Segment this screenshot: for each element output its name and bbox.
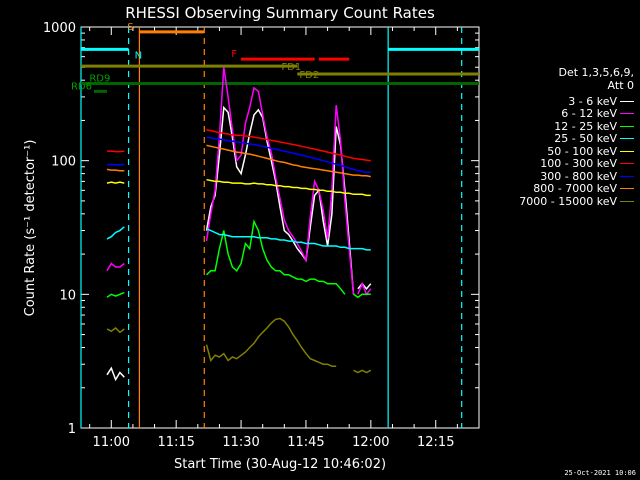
series-line	[106, 291, 125, 298]
render-date: 25-Oct-2021 10:06	[564, 469, 636, 477]
legend-entry: 7000 - 15000 keV	[482, 195, 634, 208]
legend-entry-label: 7000 - 15000 keV	[519, 194, 617, 208]
x-tick-label: 12:00	[352, 435, 389, 450]
series-line	[353, 369, 372, 374]
legend-swatch	[620, 163, 634, 165]
series-line	[357, 282, 372, 290]
y-tick-label: 100	[51, 155, 76, 170]
legend: Det 1,3,5,6,9, Att 0 3 - 6 keV 6 - 12 keV…	[482, 66, 634, 208]
series-line	[106, 327, 125, 334]
series-line	[106, 262, 125, 272]
series-line	[205, 67, 355, 295]
x-tick-label: 11:30	[222, 435, 259, 450]
legend-swatch	[620, 188, 634, 190]
series-line	[206, 136, 371, 173]
legend-entry-label: 100 - 300 keV	[540, 157, 617, 171]
legend-swatch	[620, 138, 634, 140]
series-line	[206, 129, 371, 162]
legend-swatch	[620, 113, 634, 115]
series-line	[206, 228, 371, 251]
legend-entry: 50 - 100 keV	[482, 145, 634, 158]
legend-entry: 6 - 12 keV	[482, 107, 634, 121]
legend-header-line-1: Det 1,3,5,6,9,	[558, 66, 634, 79]
legend-entry: 300 - 800 keV	[482, 170, 634, 183]
series-line	[106, 163, 125, 166]
x-tick-label: 12:15	[417, 435, 454, 450]
series-line	[107, 150, 125, 153]
legend-entry: 800 - 7000 keV	[482, 182, 634, 196]
legend-entry: 12 - 25 keV	[482, 120, 634, 133]
series-line	[106, 168, 125, 172]
flag-label: F	[231, 49, 237, 60]
series-line	[205, 219, 346, 295]
flag-label: S	[127, 22, 133, 33]
plot-frame	[80, 26, 480, 429]
legend-entry-label: 3 - 6 keV	[568, 94, 617, 108]
flag-label: RD6	[71, 81, 92, 92]
legend-header-line-2: Att 0	[607, 79, 634, 92]
legend-swatch	[620, 175, 634, 177]
legend-swatch	[620, 100, 634, 102]
x-axis-label: Start Time (30-Aug-12 10:46:02)	[174, 457, 386, 472]
flag-label: RD9	[89, 73, 110, 84]
legend-entry: 25 - 50 keV	[482, 132, 634, 146]
legend-swatch	[620, 150, 634, 152]
legend-entry-label: 25 - 50 keV	[554, 132, 617, 146]
legend-entry: 100 - 300 keV	[482, 157, 634, 171]
series-line	[206, 178, 371, 197]
series-line	[106, 226, 125, 240]
legend-entry-label: 50 - 100 keV	[547, 144, 617, 158]
series-line	[106, 181, 125, 184]
legend-entry-label: 300 - 800 keV	[540, 169, 617, 183]
series-line	[205, 317, 337, 367]
legend-entry-label: 6 - 12 keV	[561, 107, 617, 121]
flag-label: FD2	[299, 70, 319, 81]
legend-swatch	[620, 200, 634, 202]
flag-label: FD1	[281, 62, 301, 73]
series-line	[353, 293, 371, 299]
y-tick-label: 1000	[43, 21, 76, 36]
series-line	[206, 144, 371, 178]
series-line	[357, 281, 372, 296]
x-tick-label: 11:00	[93, 435, 130, 450]
legend-entry-label: 12 - 25 keV	[554, 119, 617, 133]
series-line	[205, 105, 355, 295]
legend-entry-label: 800 - 7000 keV	[533, 182, 617, 196]
series-line	[106, 366, 125, 382]
y-axis-label: Count Rate (s⁻¹ detector⁻¹)	[23, 140, 38, 317]
chart-title: RHESSI Observing Summary Count Rates	[125, 4, 435, 22]
y-tick-label: 1	[68, 422, 76, 437]
x-tick-label: 11:15	[157, 435, 194, 450]
legend-swatch	[620, 125, 634, 127]
plot-area: 1 10 100 1000 11:00 11:15 11:30 11:45 12:00 12:15…	[43, 21, 480, 450]
y-tick-label: 10	[59, 288, 76, 303]
x-tick-label: 11:45	[287, 435, 324, 450]
flag-label: N	[135, 50, 142, 61]
legend-entry: 3 - 6 keV	[482, 95, 634, 108]
legend-entries: 3 - 6 keV 6 - 12 keV 12 - 25 keV 25 - 50 ke…	[482, 95, 634, 208]
